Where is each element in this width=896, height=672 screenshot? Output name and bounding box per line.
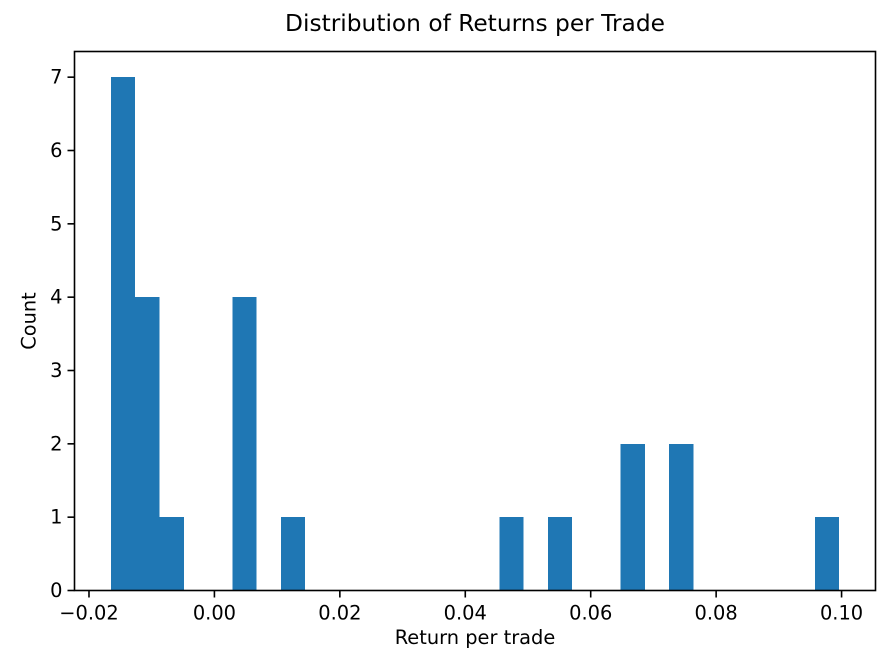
histogram-bar: [547, 517, 573, 591]
y-tick-label: 7: [50, 66, 62, 89]
histogram-bar: [620, 443, 645, 591]
plot-border: [73, 50, 877, 592]
histogram-bar: [814, 517, 840, 591]
x-tick-label: 0.10: [820, 602, 863, 625]
x-tick-label: 0.04: [444, 602, 487, 625]
histogram-bar: [159, 517, 184, 591]
x-tick-label: 0.00: [193, 602, 236, 625]
x-tick-label: −0.02: [59, 602, 118, 625]
y-axis-label: Count: [17, 292, 41, 350]
x-axis-label: Return per trade: [394, 626, 556, 649]
y-tick-label: 4: [50, 286, 62, 309]
chart-title: Distribution of Returns per Trade: [285, 10, 665, 37]
y-tick-label: 1: [50, 506, 62, 529]
y-tick-label: 3: [50, 359, 62, 382]
y-tick-label: 0: [50, 579, 62, 602]
y-tick-label: 6: [50, 139, 62, 162]
histogram-bar: [499, 517, 524, 591]
histogram-bar: [280, 517, 306, 591]
x-tick-label: 0.02: [318, 602, 361, 625]
x-tick-label: 0.06: [569, 602, 612, 625]
y-tick-label: 2: [50, 432, 62, 455]
y-tick-label: 5: [50, 212, 62, 235]
x-tick-label: 0.08: [695, 602, 738, 625]
histogram-bar: [135, 297, 160, 591]
histogram-bar: [232, 297, 257, 591]
histogram-bar: [669, 443, 694, 591]
histogram-bar: [110, 77, 136, 591]
